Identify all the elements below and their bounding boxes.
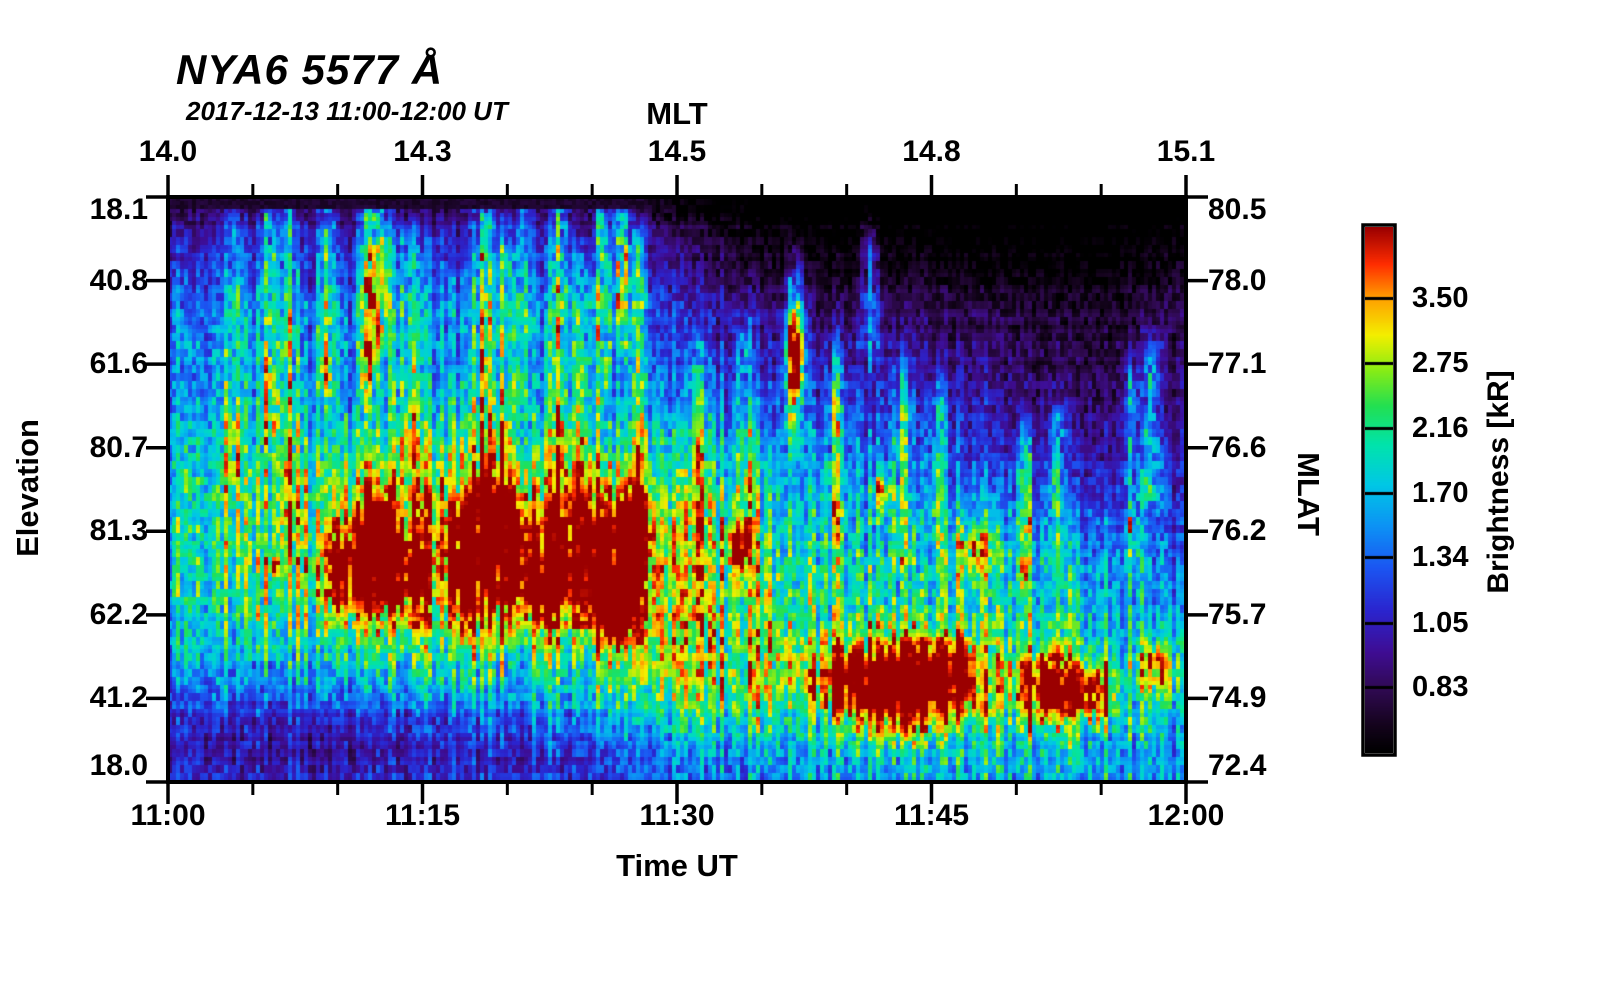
tick-label: 62.2 [89,597,148,631]
colorbar-canvas [1365,227,1393,753]
tick-label: 11:00 [130,799,206,832]
tick-label: 1.34 [1412,541,1469,574]
tick-label: 80.7 [89,430,148,464]
top-axis-title: MLT [646,96,708,131]
tick-label: 3.50 [1412,281,1469,314]
tick-label: 11:45 [893,799,970,832]
tick-label: 15.1 [1156,135,1216,168]
tick-label: 74.9 [1208,681,1267,715]
tick-label: 0.83 [1412,670,1469,703]
tick-label: 11:15 [384,799,461,832]
tick-label: 41.2 [89,681,148,715]
tick-label: 72.4 [1208,749,1267,782]
right-axis-title: MLAT [1291,452,1326,536]
tick-label: 18.0 [89,749,148,782]
tick-label: 12:00 [1147,799,1225,832]
tick-label: 76.6 [1208,430,1267,464]
tick-label: 75.7 [1208,597,1267,631]
tick-label: 14.8 [902,135,961,168]
tick-label: 76.2 [1208,514,1267,548]
tick-label: 81.3 [89,514,148,548]
tick-label: 2.75 [1412,347,1469,380]
heatmap-canvas [168,197,1186,782]
colorbar-title: Brightness [kR] [1482,370,1515,594]
tick-label: 80.5 [1208,193,1267,226]
tick-label: 14.0 [138,135,198,168]
tick-label: 11:30 [639,799,715,832]
tick-label: 77.1 [1208,347,1267,381]
bottom-axis-title: Time UT [616,848,738,883]
tick-label: 2.16 [1412,412,1469,445]
tick-label: 14.5 [647,135,707,168]
tick-label: 40.8 [89,263,148,297]
tick-label: 18.1 [89,193,148,226]
tick-label: 1.70 [1412,477,1469,510]
tick-label: 14.3 [393,135,452,168]
plot-subtitle: 2017-12-13 11:00-12:00 UT [186,96,508,126]
tick-label: 1.05 [1412,607,1469,640]
tick-label: 61.6 [89,347,148,381]
plot-title: NYA6 5577 Å [176,46,444,93]
tick-label: 78.0 [1208,263,1267,297]
